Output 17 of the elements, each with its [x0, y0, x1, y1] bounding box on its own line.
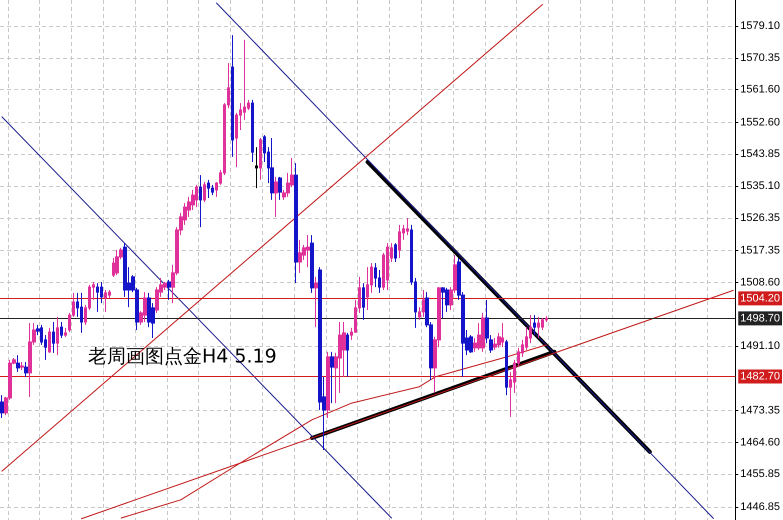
y-tick-label: 1491.10	[740, 340, 780, 352]
y-tick-label: 1473.35	[740, 404, 780, 417]
y-tick-label: 1570.35	[740, 52, 780, 64]
y-tick-label: 1464.60	[740, 436, 780, 448]
ref-line-label: 1504.20	[740, 292, 780, 304]
y-tick-label: 1455.85	[740, 468, 780, 480]
y-tick-label: 1508.60	[740, 276, 780, 288]
ref-line-label: 1498.70	[740, 312, 780, 324]
y-tick-label: 1535.10	[740, 180, 780, 192]
y-tick-label: 1446.85	[740, 500, 780, 513]
y-tick-label: 1561.60	[740, 84, 780, 96]
y-tick-label: 1579.10	[740, 20, 780, 32]
y-tick-label: 1543.85	[740, 148, 780, 160]
y-tick-label: 1552.60	[740, 116, 780, 128]
y-tick-label: 1526.35	[740, 212, 780, 224]
y-tick-label: 1517.35	[740, 244, 780, 257]
ref-line-label: 1482.70	[740, 370, 780, 383]
